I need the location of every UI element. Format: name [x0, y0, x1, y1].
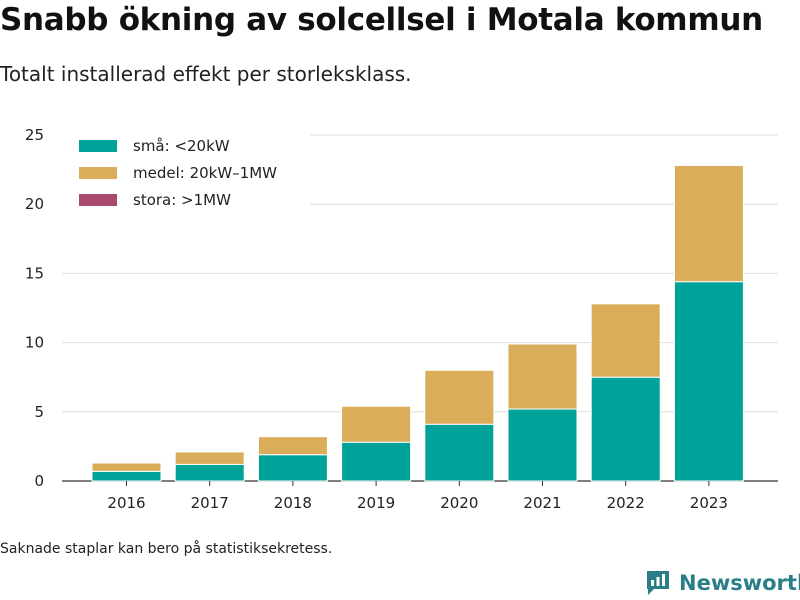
- brand-logo: Newsworthy: [645, 568, 800, 598]
- x-tick-label: 2021: [523, 494, 561, 512]
- bar-segment: [174, 451, 245, 465]
- bar-segment: [424, 369, 495, 425]
- y-tick-label: 10: [25, 334, 44, 352]
- legend-swatch: [79, 167, 117, 179]
- bar-segment: [424, 423, 495, 482]
- y-tick-label: 0: [34, 472, 44, 490]
- footnote: Saknade staplar kan bero på statistiksek…: [0, 541, 333, 557]
- x-tick-label: 2023: [690, 494, 728, 512]
- x-tick-label: 2020: [440, 494, 478, 512]
- bars: [91, 164, 744, 482]
- bar-segment: [91, 470, 162, 482]
- bar-segment: [174, 463, 245, 482]
- x-tick-label: 2018: [274, 494, 312, 512]
- legend-label: stora: >1MW: [133, 191, 231, 209]
- bar-segment: [341, 405, 412, 443]
- y-axis-ticks: 0 5 10 15 20 25: [25, 126, 44, 490]
- bar-segment: [257, 454, 328, 482]
- x-tick-label: 2017: [191, 494, 229, 512]
- bar-segment: [91, 462, 162, 472]
- legend-swatch: [79, 140, 117, 152]
- bar-segment: [257, 436, 328, 456]
- legend-label: små: <20kW: [133, 137, 230, 155]
- x-tick-label: 2022: [607, 494, 645, 512]
- y-tick-label: 20: [25, 195, 44, 213]
- bar-segment: [590, 303, 661, 378]
- x-axis-ticks: 2016 2017 2018 2019 2020 2021 2022 2023: [107, 481, 728, 512]
- bar-segment: [590, 376, 661, 482]
- newsworthy-logo-icon: [647, 571, 669, 595]
- bar-segment: [341, 441, 412, 482]
- legend-swatch: [79, 194, 117, 206]
- bar-segment: [507, 343, 578, 410]
- bar-segment: [673, 281, 744, 482]
- legend-label: medel: 20kW–1MW: [133, 164, 277, 182]
- y-tick-label: 25: [25, 126, 44, 144]
- bar-segment: [507, 408, 578, 482]
- y-tick-label: 15: [25, 264, 44, 282]
- legend: små: <20kW medel: 20kW–1MW stora: >1MW: [62, 128, 310, 212]
- x-tick-label: 2016: [107, 494, 145, 512]
- x-tick-label: 2019: [357, 494, 395, 512]
- brand-name: Newsworthy: [679, 571, 800, 595]
- chart-subtitle: Totalt installerad effekt per storlekskl…: [0, 62, 412, 86]
- y-tick-label: 5: [34, 403, 44, 421]
- chart-title: Snabb ökning av solcellsel i Motala komm…: [0, 2, 763, 38]
- bar-segment: [673, 164, 744, 283]
